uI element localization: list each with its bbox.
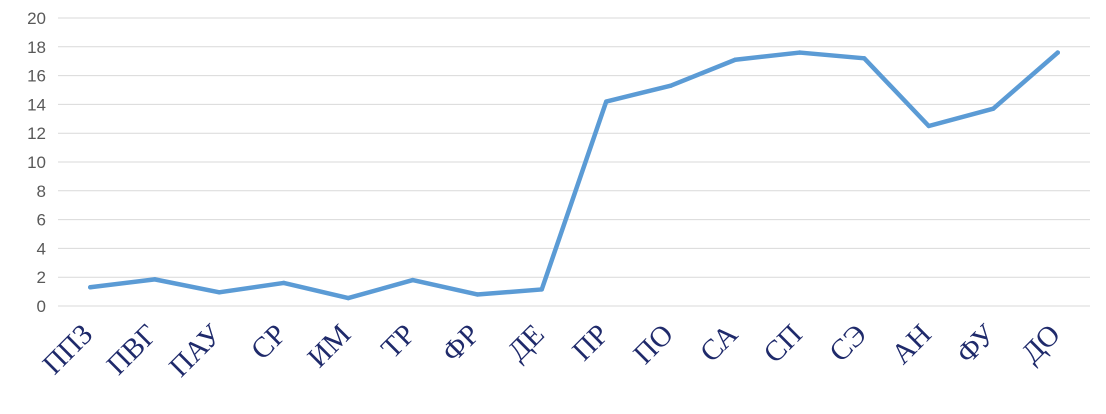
y-tick-label: 2 (37, 268, 46, 287)
x-tick-label: ПВГ (101, 318, 164, 381)
y-tick-label: 18 (27, 38, 46, 57)
x-tick-label: ПР (566, 318, 615, 367)
x-tick-label: ДЕ (502, 318, 551, 367)
data-point (152, 277, 157, 282)
x-axis-ticks: ППЗ ПВГ ПАУ СР ИМ ТР ФР ДЕ ПР ПО СА СП СЭ АН ФУ ДО (37, 318, 1067, 383)
y-tick-label: 0 (37, 297, 46, 316)
x-tick-label: СП (758, 318, 809, 369)
data-point (217, 290, 222, 295)
x-tick-label: ПАУ (163, 318, 228, 383)
data-point (668, 83, 673, 88)
data-point (281, 280, 286, 286)
data-point (991, 106, 996, 111)
x-tick-label: ФУ (950, 318, 1002, 370)
y-tick-label: 12 (27, 124, 46, 143)
data-point (1055, 50, 1060, 55)
x-tick-label: СЭ (823, 318, 873, 368)
data-point (604, 99, 609, 104)
y-tick-label: 4 (37, 239, 46, 258)
data-point (862, 56, 867, 61)
y-tick-label: 14 (27, 95, 46, 114)
x-tick-label: ДО (1015, 318, 1066, 369)
x-tick-label: ППЗ (37, 318, 100, 381)
series-line (88, 50, 1060, 301)
x-tick-label: ФР (436, 318, 486, 368)
x-tick-label: ПО (627, 318, 679, 370)
y-tick-label: 20 (27, 9, 46, 28)
data-point (926, 123, 931, 129)
data-point (475, 292, 480, 297)
x-tick-label: СА (694, 318, 744, 368)
x-tick-label: АН (885, 318, 937, 370)
y-tick-label: 16 (27, 67, 46, 86)
data-point (88, 285, 93, 290)
y-axis-ticks: 0 2 4 6 8 10 12 14 16 18 20 (27, 9, 46, 316)
data-point (797, 50, 802, 55)
x-tick-label: ТР (375, 318, 422, 365)
gridlines (58, 17, 1090, 307)
data-point (539, 287, 544, 292)
x-tick-label: СР (245, 318, 293, 366)
data-point (733, 57, 738, 62)
y-tick-label: 10 (27, 153, 46, 172)
x-tick-label: ИМ (302, 318, 358, 374)
data-point (346, 295, 351, 301)
y-tick-label: 6 (37, 211, 46, 230)
data-point (410, 277, 415, 283)
y-tick-label: 8 (37, 182, 46, 201)
series-group (88, 50, 1060, 301)
